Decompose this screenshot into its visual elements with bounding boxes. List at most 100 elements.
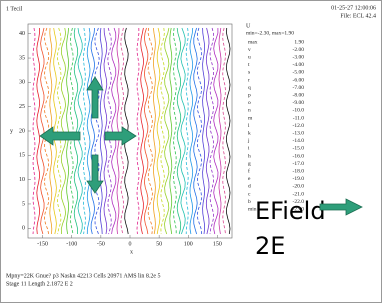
legend-label: -10.0 — [293, 108, 305, 114]
corner-left: 1 Tecil — [6, 6, 23, 12]
contour-line — [57, 27, 62, 235]
contour-line — [169, 27, 173, 235]
contour-line — [218, 27, 222, 235]
legend-key: m — [248, 115, 253, 121]
legend-label: -6.00 — [293, 77, 305, 83]
y-tick-label: 35 — [19, 55, 25, 61]
legend-key: min — [248, 206, 257, 212]
annotation: 2E — [255, 232, 285, 260]
legend-label: -7.00 — [293, 85, 305, 91]
contour-line — [185, 27, 189, 235]
legend-label: -21.0 — [293, 191, 305, 197]
legend-key: t — [248, 62, 250, 68]
corner-right: File: ECL 42.4 — [340, 13, 376, 19]
legend-subtitle: min=-2.30, max=1.90 — [246, 30, 294, 36]
contour-line — [140, 27, 144, 235]
contour-line — [40, 27, 45, 235]
legend-key: p — [248, 92, 251, 98]
legend-key: r — [248, 77, 250, 83]
legend-label: -18.0 — [293, 168, 305, 174]
legend-label: -19.0 — [293, 176, 305, 182]
contour-line — [180, 27, 186, 235]
legend-key: k — [248, 130, 251, 136]
contour-line — [99, 27, 103, 235]
legend-label: -11.0 — [293, 115, 305, 121]
x-tick-label: 50 — [156, 241, 162, 247]
legend-key: e — [248, 176, 251, 182]
contour-line — [189, 27, 194, 235]
contour-line — [36, 27, 40, 235]
legend-label: -15.0 — [293, 146, 305, 152]
plot: -150 -100 -50 0 50 100 150 0 5 10 15 20 25 30 35 40 — [19, 23, 233, 247]
contour-line — [160, 27, 165, 235]
legend-key: q — [248, 85, 251, 91]
legend-key: u — [248, 54, 251, 60]
legend-label: -13.0 — [293, 130, 305, 136]
arrow — [39, 126, 81, 146]
contour-line — [53, 27, 57, 235]
legend-key: c — [248, 191, 251, 197]
contour-line — [226, 27, 231, 235]
legend-label: -2.00 — [293, 47, 305, 53]
contour-line — [77, 27, 83, 235]
legend-label: -3.00 — [293, 54, 305, 60]
legend-label: -17.0 — [293, 161, 305, 167]
legend-key: v — [248, 47, 251, 53]
legend-label: -5.00 — [293, 70, 305, 76]
corner-right: 01-25-27 12:00:06 — [331, 5, 376, 11]
annotation: EField — [255, 197, 326, 225]
footer: Stage 11 Length 2.1872 E 2 — [6, 281, 73, 287]
legend-label: -16.0 — [293, 153, 305, 159]
contour-line — [32, 27, 36, 235]
contour-line — [103, 27, 108, 235]
legend-label: -12.0 — [293, 123, 305, 129]
legend-label: -23.0 — [293, 206, 305, 212]
contour-line — [90, 27, 96, 235]
arrow — [86, 76, 104, 119]
legend-key: l — [248, 123, 250, 129]
contour-line — [143, 27, 149, 235]
contour-line — [94, 27, 100, 235]
y-tick-label: 25 — [19, 104, 25, 110]
footer: Mpny=22K Gnue? p3 Naskn 42213 Cells 2097… — [6, 273, 161, 279]
legend-title: U — [246, 23, 251, 29]
contour-line — [156, 27, 161, 235]
contour-line — [193, 27, 198, 235]
contour-line — [82, 27, 86, 235]
legend-label: -20.0 — [293, 184, 305, 190]
x-tick-label: -150 — [37, 241, 48, 247]
x-tick-label: 0 — [129, 241, 132, 247]
legend-label: 1.90 — [294, 39, 304, 45]
contour-line — [213, 28, 219, 235]
legend-label: -4.00 — [293, 62, 305, 68]
contour-line — [107, 27, 112, 235]
contour-line — [86, 27, 91, 235]
arrow — [104, 126, 137, 146]
contour-line — [209, 27, 214, 235]
legend-key: h — [248, 153, 251, 159]
y-tick-label: 10 — [19, 177, 25, 183]
contour-line — [116, 28, 120, 235]
arrow — [319, 198, 363, 216]
contour-line — [60, 27, 67, 235]
contour-line — [66, 27, 70, 235]
legend-key: o — [248, 100, 251, 106]
legend-key: max — [248, 39, 258, 45]
x-tick-label: -50 — [97, 241, 105, 247]
contour-line — [196, 27, 203, 235]
contour-line — [73, 27, 79, 234]
y-tick-label: 40 — [19, 31, 25, 37]
contour-line — [136, 27, 140, 235]
contour-line — [111, 27, 117, 235]
legend-label: -14.0 — [293, 138, 305, 144]
x-tick-label: 100 — [184, 241, 193, 247]
legend-key: f — [248, 167, 250, 174]
legend-key: s — [248, 70, 250, 76]
y-tick-label: 20 — [19, 128, 25, 134]
y-tick-label: 0 — [22, 226, 25, 232]
arrows — [39, 76, 137, 194]
contour-line — [152, 27, 156, 235]
legend-key: g — [248, 161, 251, 167]
